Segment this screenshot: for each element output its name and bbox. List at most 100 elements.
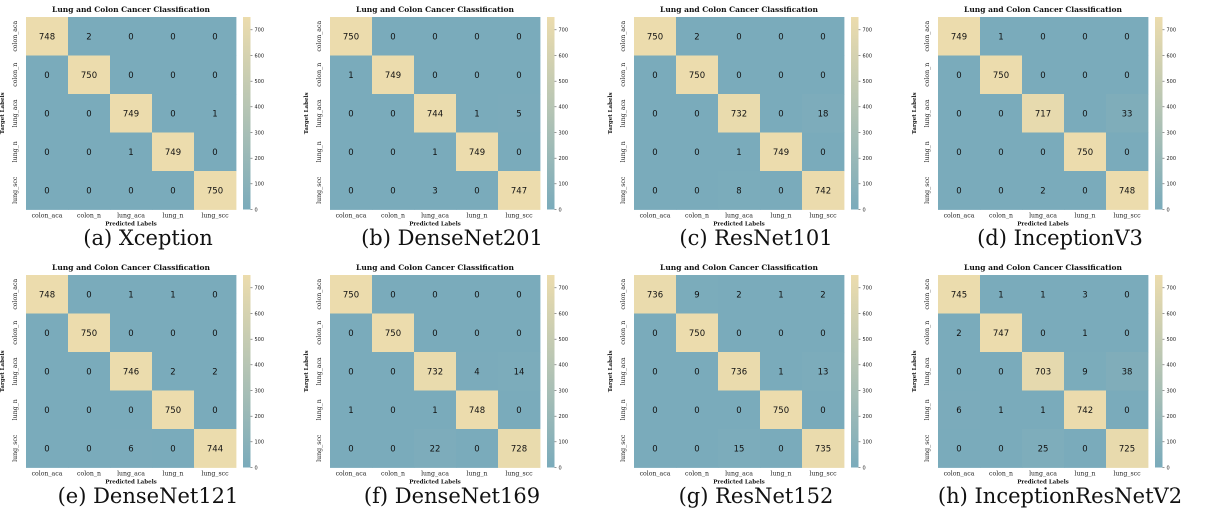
- heatmap-cell: [414, 352, 457, 391]
- x-tick-label: lung_scc: [505, 471, 533, 478]
- heatmap-cell: [1022, 55, 1065, 95]
- heatmap-cell: [110, 55, 153, 95]
- colorbar-tick-label: 700: [255, 286, 265, 292]
- cell-value: 732: [731, 109, 747, 119]
- colorbar-tick-label: 500: [559, 79, 569, 85]
- heatmap-cell: [456, 390, 499, 430]
- y-axis-label: Target Labels: [608, 350, 614, 392]
- cell-value: 0: [86, 367, 91, 377]
- x-tick-label: colon_aca: [640, 471, 671, 478]
- heatmap-cell: [1064, 17, 1107, 56]
- heatmap-cell: [938, 429, 981, 468]
- x-tick-label: lung_aca: [725, 213, 753, 220]
- cell-value: 1: [998, 290, 1003, 300]
- y-tick-label: lung_aca: [12, 99, 19, 127]
- colorbar-tick-label: 400: [255, 105, 265, 111]
- heatmap-cell: [194, 132, 237, 172]
- heatmap-cell: [194, 313, 237, 353]
- heatmap-cell: [1106, 171, 1149, 210]
- cell-value: 2: [956, 329, 961, 339]
- y-tick-label: colon_aca: [924, 21, 931, 52]
- colorbar-tick-label: 700: [1167, 286, 1177, 292]
- y-tick-label: lung_aca: [12, 357, 19, 385]
- cell-value: 38: [1122, 367, 1133, 377]
- heatmap-cell: [110, 275, 153, 314]
- heatmap-cell: [68, 55, 111, 95]
- cell-value: 0: [212, 329, 217, 339]
- cell-value: 0: [956, 71, 961, 81]
- subfigure-caption: (g) ResNet152: [678, 484, 834, 508]
- cell-value: 749: [385, 71, 401, 81]
- heatmap-cell: [194, 429, 237, 468]
- heatmap-cell: [1064, 171, 1107, 210]
- confusion-matrix-panel: Lung and Colon Cancer Classification 748 0…: [0, 258, 296, 516]
- cell-value: 748: [469, 406, 485, 416]
- heatmap-cell: [26, 429, 69, 468]
- cell-value: 744: [207, 444, 223, 454]
- heatmap-cell: [152, 171, 195, 210]
- heatmap-cell: [802, 313, 845, 353]
- cell-value: 0: [652, 71, 657, 81]
- x-tick-label: lung_aca: [421, 213, 449, 220]
- confusion-matrix-panel: Lung and Colon Cancer Classification 750 0…: [304, 0, 600, 258]
- colorbar-tick-label: 400: [559, 363, 569, 369]
- cell-value: 18: [818, 109, 829, 119]
- x-tick-label: colon_n: [989, 471, 1013, 478]
- heatmap-cell: [456, 313, 499, 353]
- heatmap-cell: [1022, 17, 1065, 56]
- heatmap-cell: [1022, 171, 1065, 210]
- cell-value: 1: [348, 406, 353, 416]
- x-tick-label: lung_scc: [1113, 213, 1141, 220]
- confusion-matrix-chart: Lung and Colon Cancer Classification 748 0…: [0, 263, 265, 486]
- heatmap-cell: [634, 275, 677, 314]
- colorbar-tick-label: 0: [1167, 465, 1170, 471]
- heatmap-cell: [802, 94, 845, 133]
- colorbar-tick-label: 0: [559, 465, 562, 471]
- cell-value: 749: [469, 148, 485, 158]
- heatmap-cell: [1106, 17, 1149, 56]
- colorbar-tick-label: 200: [255, 156, 265, 162]
- heatmap-cell: [68, 390, 111, 430]
- colorbar-tick-label: 700: [1167, 28, 1177, 34]
- heatmap-cell: [718, 55, 761, 95]
- heatmap-cell: [26, 94, 69, 133]
- cell-value: 0: [348, 329, 353, 339]
- cell-value: 1: [128, 148, 133, 158]
- y-tick-label: lung_scc: [924, 434, 931, 462]
- heatmap-cell: [802, 171, 845, 210]
- heatmap-cell: [980, 55, 1023, 95]
- colorbar-tick-label: 100: [863, 440, 873, 446]
- colorbar-tick-label: 300: [255, 130, 265, 136]
- y-tick-label: lung_n: [316, 141, 323, 162]
- heatmap-cell: [1064, 313, 1107, 353]
- heatmap-cell: [980, 94, 1023, 133]
- heatmap-cell: [68, 429, 111, 468]
- colorbar-tick-label: 700: [559, 28, 569, 34]
- confusion-matrix-panel: Lung and Colon Cancer Classification 750 2…: [608, 0, 904, 258]
- colorbar: [243, 275, 251, 468]
- cell-value: 0: [86, 290, 91, 300]
- cell-value: 0: [212, 290, 217, 300]
- heatmap-cell: [498, 313, 541, 353]
- heatmap-cell: [372, 429, 415, 468]
- cell-value: 22: [430, 444, 441, 454]
- colorbar-tick-label: 300: [863, 388, 873, 394]
- heatmap-cell: [1106, 132, 1149, 172]
- y-tick-label: lung_aca: [620, 357, 627, 385]
- heatmap-cell: [634, 390, 677, 430]
- heatmap-cell: [330, 352, 373, 391]
- cell-value: 6: [956, 406, 961, 416]
- heatmap-cell: [194, 352, 237, 391]
- y-tick-label: lung_scc: [620, 176, 627, 204]
- cell-value: 0: [432, 32, 437, 42]
- x-tick-label: lung_scc: [505, 213, 533, 220]
- cell-value: 1: [998, 406, 1003, 416]
- x-tick-label: colon_n: [77, 213, 101, 220]
- x-tick-label: colon_aca: [32, 471, 63, 478]
- x-tick-label: colon_n: [685, 471, 709, 478]
- colorbar-tick-label: 300: [863, 130, 873, 136]
- cell-value: 3: [432, 186, 437, 196]
- colorbar: [547, 17, 555, 210]
- cell-value: 2: [170, 367, 175, 377]
- cell-value: 0: [474, 329, 479, 339]
